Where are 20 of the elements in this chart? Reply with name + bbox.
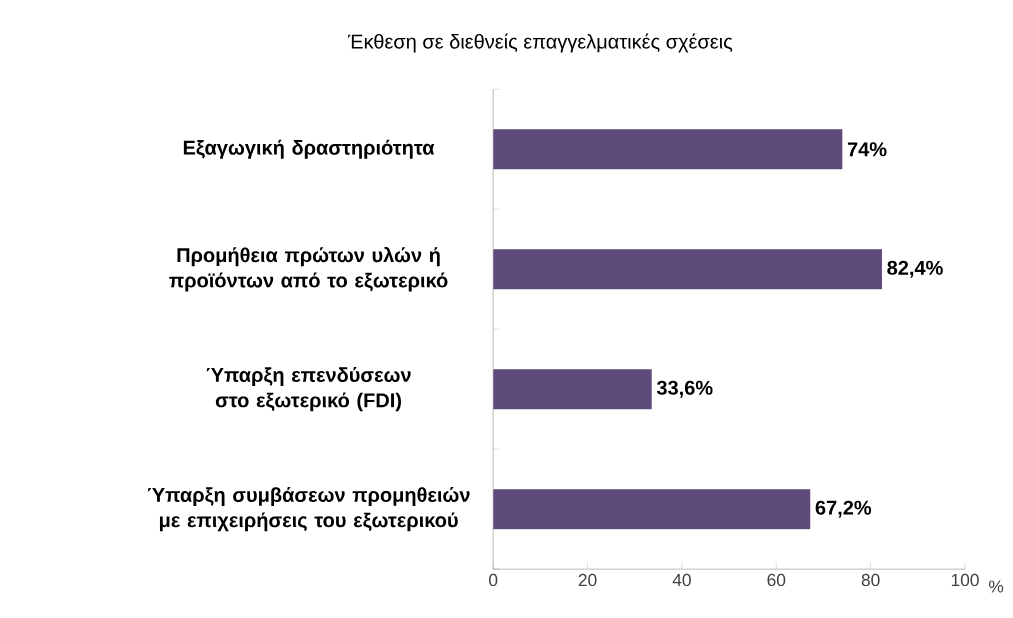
data-label: 74% [847,142,887,157]
x-tick-label: 0 [489,573,498,586]
data-label: 33,6% [656,380,713,398]
y-tick-label: Προμήθεια πρώτων υλών ή προϊόντων από το εξωτερικό [169,246,448,292]
y-tick-label: Εξαγωγική δραστηριότητα [183,139,435,159]
data-label: 67,2% [815,500,872,518]
y-tick-label: Ύπαρξη επενδύσεων στο εξωτερικό (FDI) [206,366,411,412]
x-tick-label: 100 [951,573,979,586]
x-tick-label: 60 [767,573,786,586]
bar [493,488,811,529]
bar [493,368,652,409]
bar [493,129,843,170]
bar [493,249,882,290]
chart-title: Έκθεση σε διεθνείς επαγγελματικές σχέσεις [347,33,733,53]
x-tick-label: 40 [672,573,691,586]
x-tick-label: 80 [861,573,880,586]
x-tick-label: 20 [578,573,597,586]
data-label: 82,4% [887,260,943,278]
y-tick-label: Ύπαρξη συμβάσεων προμηθειών με επιχειρήσεις του εξωτερικού [147,486,470,532]
x-axis-title: % [989,580,1004,593]
